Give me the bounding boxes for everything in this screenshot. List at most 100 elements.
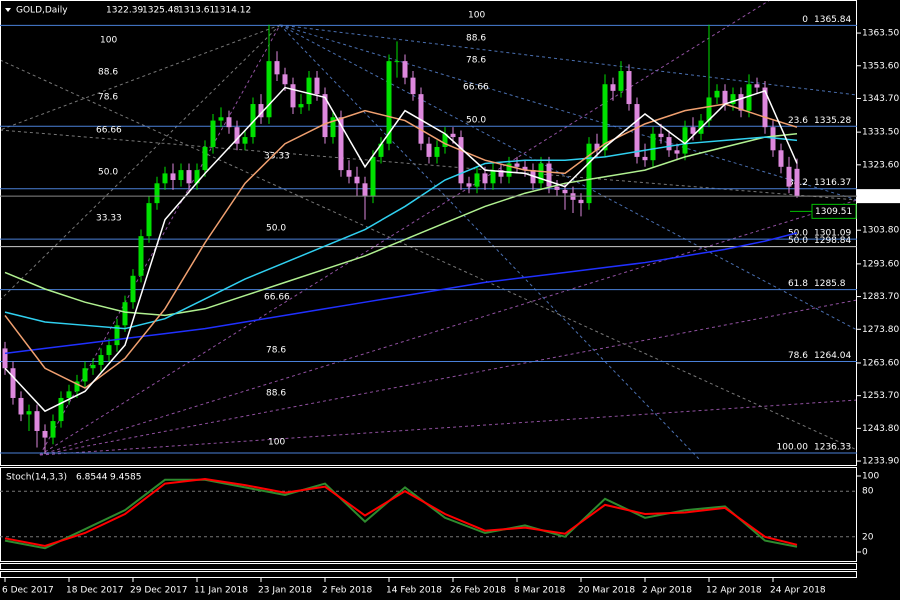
frame — [0, 0, 857, 578]
stoch-panel — [0, 467, 857, 562]
candle-body — [714, 90, 720, 98]
fan-label: 50.0 — [98, 168, 118, 178]
fib-level-value: 1316.37 — [814, 178, 851, 188]
fan-line — [39, 24, 281, 456]
price-label: 1314.12 — [860, 192, 897, 202]
fan-line — [279, 24, 858, 201]
candle-body — [42, 430, 48, 438]
fan-label: 33.33 — [264, 152, 290, 162]
candle-body — [322, 94, 328, 138]
candle-body — [626, 71, 632, 105]
y-tick-label: 1353.60 — [862, 61, 899, 71]
candle-body — [26, 411, 32, 415]
y-tick-label: 1283.70 — [862, 292, 899, 302]
candle-body — [434, 146, 440, 157]
fan-label: 78.6 — [266, 346, 286, 356]
candle-body — [690, 127, 696, 134]
candle-body — [442, 133, 448, 147]
candle-body — [418, 94, 424, 144]
candle-body — [586, 143, 592, 204]
candle-body — [98, 355, 104, 365]
marker-box — [811, 203, 857, 219]
fan-label: 50.0 — [466, 116, 486, 126]
price-panel — [0, 0, 857, 466]
fib-level-label: 100.00 — [777, 443, 809, 453]
fan-line — [0, 59, 858, 451]
candle-body — [634, 104, 640, 157]
candle-body — [74, 381, 80, 392]
fib-level-label: 23.6 — [788, 116, 808, 126]
fan-line — [39, 399, 858, 456]
candle-body — [754, 84, 760, 88]
fib-level-value: 1236.33 — [814, 443, 851, 453]
y-tick-label: 1243.80 — [862, 424, 899, 434]
candle-body — [738, 94, 744, 111]
candle-body — [354, 176, 360, 184]
y-tick-label: 1273.80 — [862, 325, 899, 335]
candle-body — [562, 189, 568, 194]
candle-body — [122, 302, 128, 326]
candle-body — [650, 133, 656, 161]
y-tick-label: 1233.90 — [862, 457, 899, 467]
candle-body — [682, 127, 688, 154]
y-tick-label: 100 — [862, 472, 879, 482]
fan-line — [279, 24, 858, 96]
candle-body — [90, 364, 96, 369]
x-tick-label: 18 Dec 2017 — [66, 586, 124, 596]
candle-body — [674, 150, 680, 154]
ohlc-open: 1322.39 — [106, 6, 143, 16]
candle-body — [546, 163, 552, 187]
candle-body — [210, 120, 216, 147]
candle-body — [242, 137, 248, 144]
candle-body — [506, 163, 512, 177]
candle-body — [770, 127, 776, 151]
candle-body — [266, 61, 272, 118]
fib-level-value: 1285.8 — [814, 279, 846, 289]
fan-label: 88.6 — [466, 34, 486, 44]
empty-panel — [0, 563, 857, 570]
moving-average — [4, 103, 798, 389]
candle-body — [146, 203, 152, 237]
candle-body — [18, 397, 24, 415]
candle-body — [618, 71, 624, 91]
candle-body — [466, 183, 472, 187]
fan-line — [279, 24, 858, 331]
candle-body — [306, 77, 312, 105]
ohlc-close: 1314.12 — [214, 6, 251, 16]
y-tick-label: 20 — [862, 532, 874, 542]
candle-body — [610, 84, 616, 91]
x-tick-label: 14 Feb 2018 — [386, 586, 442, 596]
x-tick-label: 2 Feb 2018 — [322, 586, 373, 596]
candle-body — [458, 137, 464, 184]
candle-body — [338, 117, 344, 171]
candle-body — [282, 74, 288, 85]
candle-body — [482, 173, 488, 184]
fan-line — [39, 299, 858, 456]
candle-body — [762, 87, 768, 128]
candle-body — [58, 397, 64, 422]
menu-arrow[interactable] — [5, 8, 11, 12]
candle-body — [594, 143, 600, 151]
candle-body — [730, 94, 736, 105]
stoch-title: Stoch(14,3,3) — [6, 473, 67, 483]
candle-body — [426, 143, 432, 157]
fib-level-value: 1301.09 — [814, 229, 851, 239]
candle-body — [130, 275, 136, 303]
moving-average — [4, 232, 798, 355]
candle-body — [578, 199, 584, 204]
fan-line — [39, 0, 771, 456]
y-tick-label: 80 — [862, 487, 874, 497]
fan-label: 78.6 — [466, 56, 486, 66]
candle-body — [514, 163, 520, 167]
x-tick-label: 2 Apr 2018 — [642, 586, 692, 596]
ohlc-high: 1325.48 — [142, 6, 179, 16]
candle-body — [378, 143, 384, 157]
candle-body — [170, 173, 176, 181]
candle-body — [162, 173, 168, 184]
price-box — [857, 189, 900, 204]
candle-body — [474, 173, 480, 187]
candle-body — [554, 186, 560, 190]
candle-body — [498, 170, 504, 177]
